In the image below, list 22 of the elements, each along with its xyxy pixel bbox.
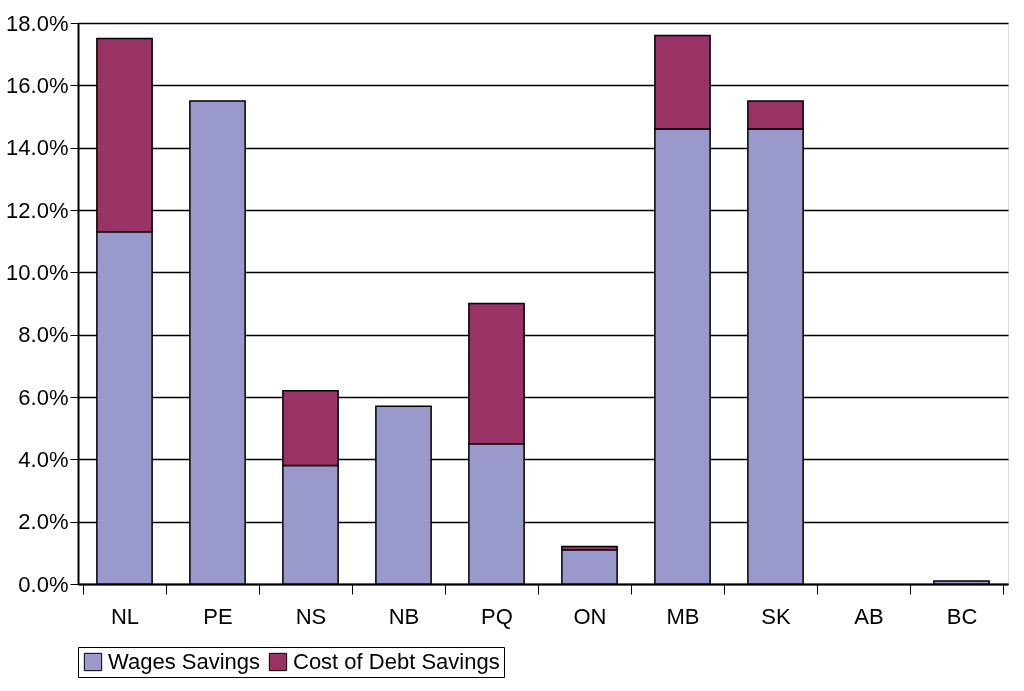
y-tick-label: 16.0% [6, 72, 69, 98]
x-tick-label: NL [110, 603, 140, 629]
x-tick-label: NS [295, 603, 327, 629]
y-tick-label: 12.0% [6, 197, 69, 223]
x-tick-label: MB [666, 603, 700, 629]
x-tick-label: PE [203, 603, 233, 629]
y-tick-label: 0.0% [18, 571, 69, 597]
y-tick-label: 8.0% [18, 322, 69, 348]
y-tick-label: 10.0% [6, 259, 69, 285]
x-tick-label: BC [946, 603, 978, 629]
x-tick-label: PQ [481, 603, 513, 629]
y-tick-label: 14.0% [6, 135, 69, 161]
x-tick-label: NB [388, 603, 420, 629]
legend-label: Cost of Debt Savings [293, 649, 500, 674]
y-tick-label: 4.0% [18, 446, 69, 472]
legend-label: Wages Savings [108, 649, 261, 674]
y-tick-label: 6.0% [18, 384, 69, 410]
x-tick-label: AB [854, 603, 884, 629]
x-tick-label: SK [761, 603, 791, 629]
x-tick-label: ON [573, 603, 607, 629]
y-tick-label: 2.0% [18, 509, 69, 535]
y-tick-label: 18.0% [6, 10, 69, 36]
